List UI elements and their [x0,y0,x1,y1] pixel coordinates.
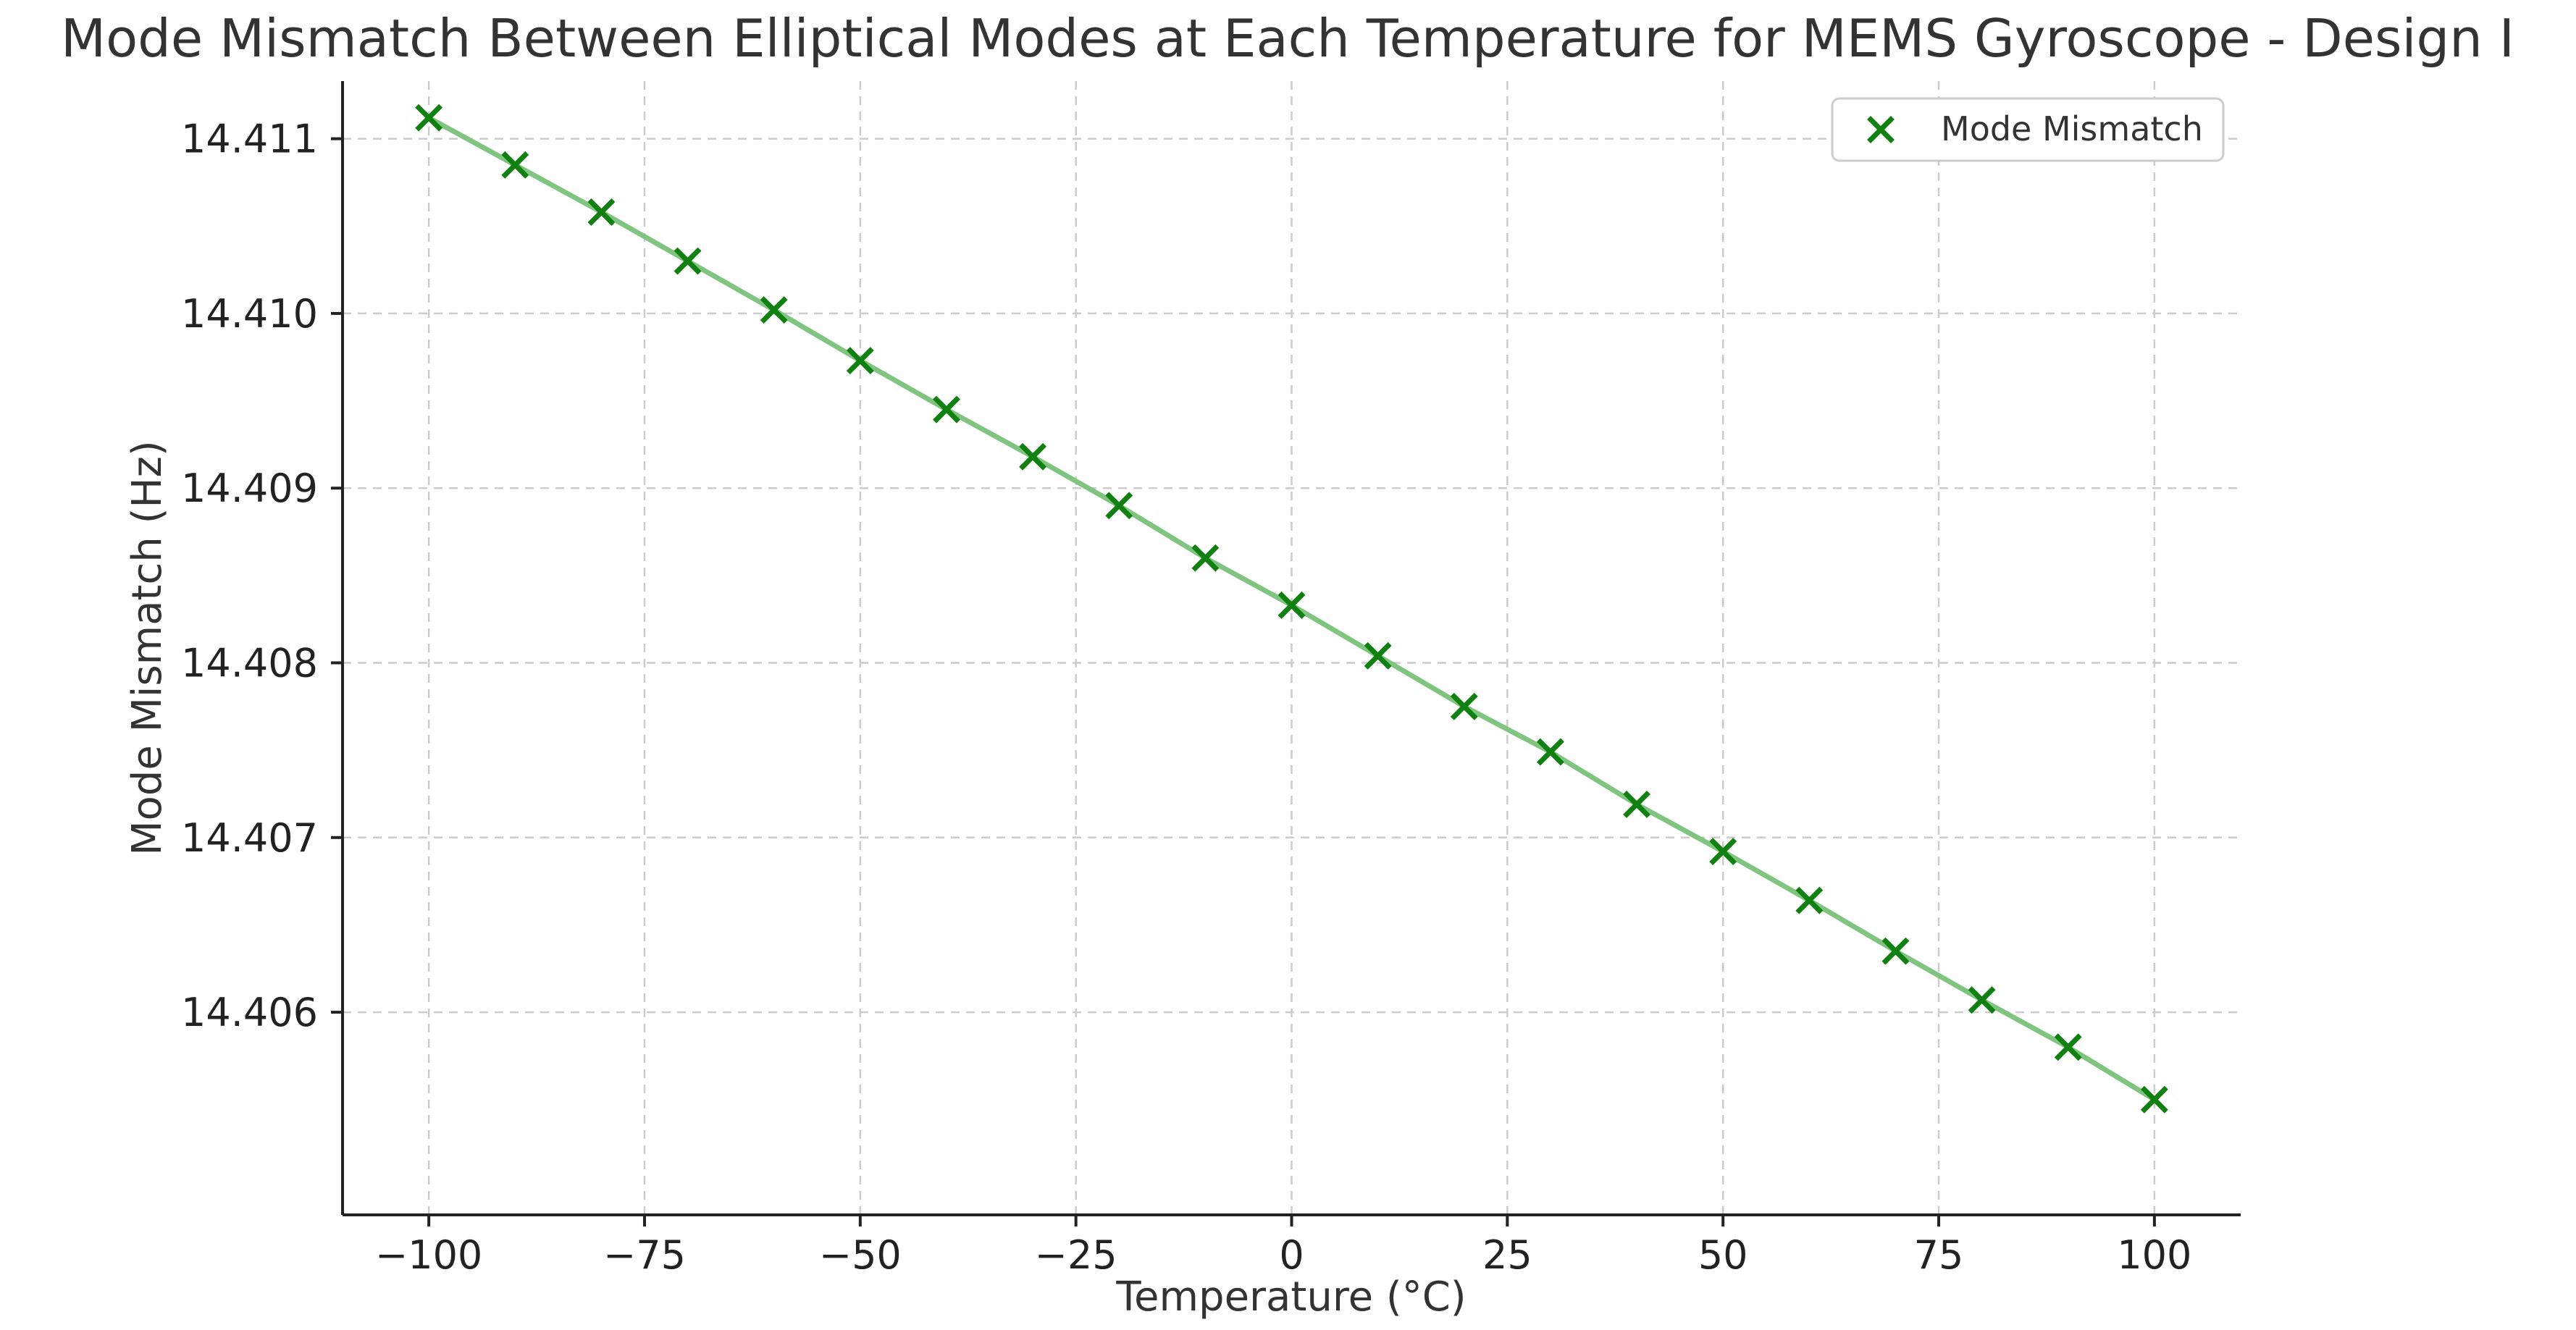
data-point [415,104,443,132]
data-point [933,395,960,424]
y-axis-label: Mode Mismatch (Hz) [124,440,171,856]
data-point [1450,692,1478,720]
data-point [2140,1085,2168,1114]
legend-entry-mode-mismatch: Mode Mismatch [1941,109,2203,148]
y-tick-label: 14.408 [181,641,318,686]
y-tick-label: 14.406 [181,990,318,1035]
legend-marker [1867,116,1895,143]
x-axis-label: Temperature (°C) [1115,1274,1466,1321]
y-axis-ticks: 14.406 14.407 14.408 14.409 14.410 14.411 [181,117,343,1035]
data-point [1105,492,1133,520]
data-point [501,151,529,179]
data-point [1623,791,1650,818]
y-tick-label: 14.411 [181,117,318,162]
data-point [1795,886,1824,914]
legend-box [1831,97,2225,162]
x-tick-label: 0 [1279,1232,1304,1278]
data-point [1536,738,1564,766]
legend-marker-x-icon [1867,116,1895,143]
x-tick-label: 75 [1914,1232,1964,1278]
data-point [674,247,702,275]
data-point [760,296,788,324]
data-point [2054,1033,2082,1061]
y-tick-label: 14.407 [181,815,318,861]
x-tick-label: 25 [1482,1232,1532,1278]
series-mode-mismatch [415,104,2168,1114]
y-tick-label: 14.410 [181,291,318,337]
x-tick-label: −75 [603,1232,686,1278]
chart-title: Mode Mismatch Between Elliptical Modes a… [61,8,2514,69]
grid [343,81,2241,1215]
x-tick-label: 50 [1698,1232,1748,1278]
data-point [1881,937,1910,965]
data-point [1709,838,1737,866]
x-tick-label: −50 [819,1232,902,1278]
x-tick-label: 100 [2117,1232,2191,1278]
data-point [1968,986,1996,1014]
x-axis-ticks: −100 −75 −50 −25 0 25 50 75 100 [375,1215,2191,1278]
data-point [1364,641,1392,670]
data-point [1277,591,1306,619]
data-point [587,198,616,226]
data-point [1191,544,1220,572]
data-point [1019,442,1047,471]
legend: Mode Mismatch [1831,97,2225,162]
data-point [846,347,874,375]
x-tick-label: −100 [375,1232,482,1278]
x-tick-label: −25 [1035,1232,1117,1278]
y-tick-label: 14.409 [181,466,318,511]
